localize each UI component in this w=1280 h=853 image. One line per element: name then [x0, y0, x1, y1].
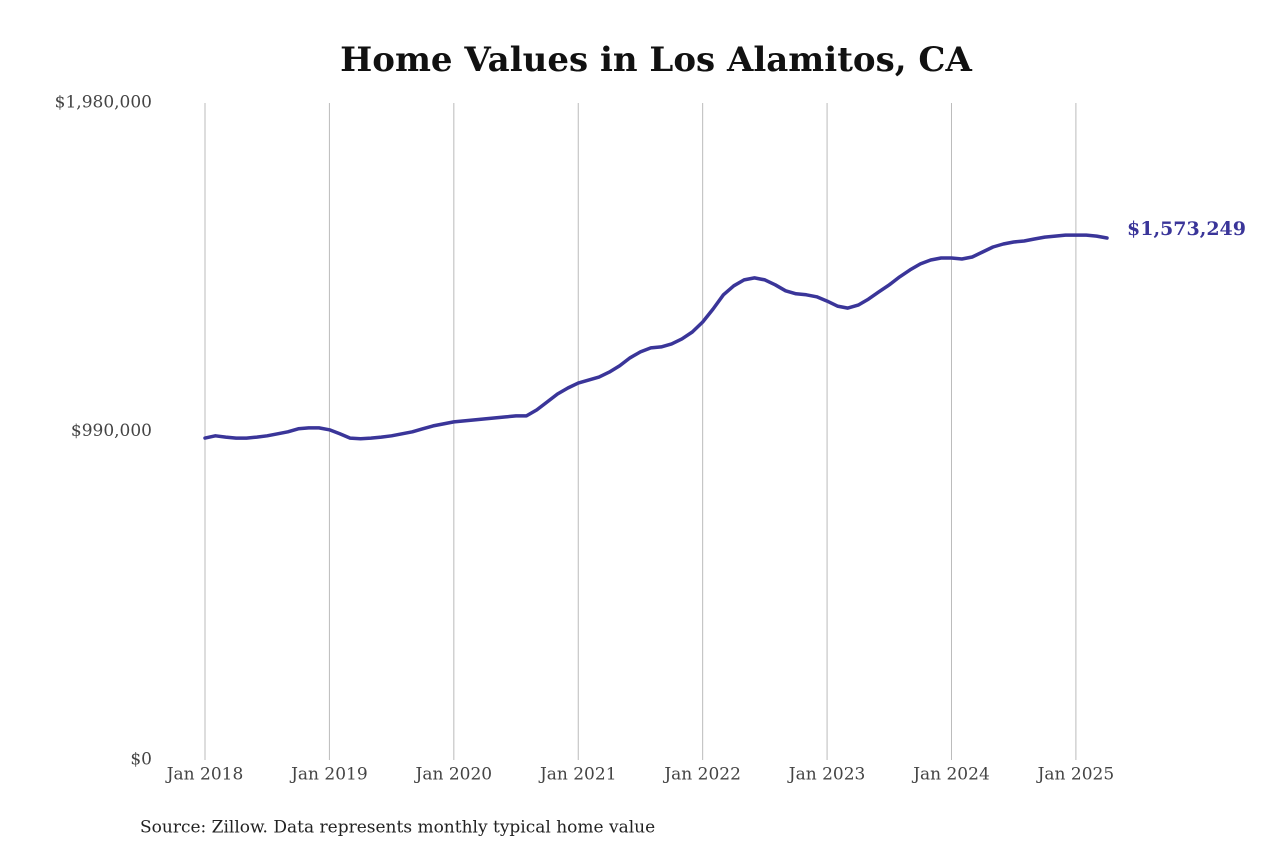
y-tick-label: $0 — [130, 750, 152, 770]
x-tick-label: Jan 2019 — [289, 765, 368, 785]
line-series — [203, 233, 1109, 441]
x-tick-label: Jan 2018 — [165, 765, 244, 785]
x-tick-label: Jan 2023 — [787, 765, 866, 785]
y-tick-label: $990,000 — [71, 421, 152, 441]
y-tick-label: $1,980,000 — [55, 93, 152, 113]
x-tick-label: Jan 2020 — [414, 765, 493, 785]
x-tick-label: Jan 2022 — [662, 765, 741, 785]
x-tick-label: Jan 2021 — [538, 765, 617, 785]
data-label: $1,573,249 — [1127, 218, 1246, 240]
source-note: Source: Zillow. Data represents monthly … — [140, 818, 655, 838]
x-tick-label: Jan 2025 — [1036, 765, 1115, 785]
x-tick-label: Jan 2024 — [911, 765, 990, 785]
chart-title: Home Values in Los Alamitos, CA — [340, 40, 972, 80]
